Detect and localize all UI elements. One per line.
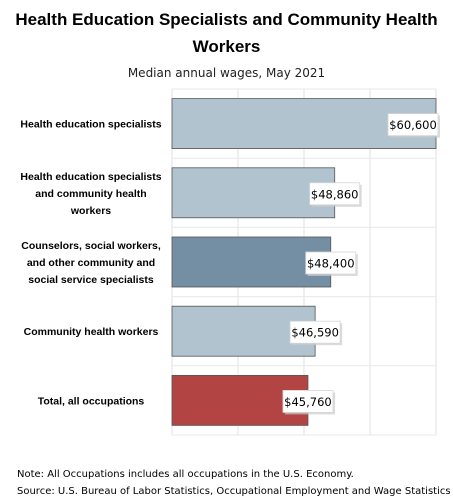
value-label: $48,400 [307, 257, 355, 271]
note-text: Note: All Occupations includes all occup… [17, 469, 354, 480]
value-label-box [282, 389, 334, 413]
category-label: Health education specialists [20, 119, 161, 131]
category-labels: Health education specialists Health educa… [20, 119, 161, 408]
chart-title-text: Health Education Specialists and Communi… [15, 10, 438, 56]
bar-chart: Health education specialists Health educa… [20, 88, 440, 436]
value-label: $48,860 [311, 187, 359, 201]
category-label: Health education specialists [20, 171, 161, 183]
chart-subtitle: Median annual wages, May 2021 [127, 66, 326, 80]
category-label: Total, all occupations [38, 395, 145, 407]
category-label: workers [70, 205, 111, 217]
chart-title: Health Education Specialists and Communi… [0, 6, 453, 60]
category-label: social service specialists [28, 274, 154, 286]
value-label-box [309, 182, 361, 206]
value-label: $46,590 [291, 326, 339, 340]
value-label-box [305, 251, 357, 275]
value-labels: $60,600 $48,860 $48,400 $46,590 $45,760 [282, 113, 440, 415]
value-label-box [289, 320, 341, 344]
chart-notes: Note: All Occupations includes all occup… [17, 466, 451, 500]
bar [171, 167, 336, 219]
source-text: Source: U.S. Bureau of Labor Statistics,… [17, 486, 451, 497]
value-label: $45,760 [284, 395, 332, 409]
category-label: and other community and [27, 257, 155, 269]
category-label: and community health [35, 188, 146, 200]
category-label: Community health workers [24, 326, 159, 338]
value-label: $60,600 [389, 118, 437, 132]
bar [171, 236, 332, 288]
category-label: Counselors, social workers, [21, 240, 161, 252]
value-label-box [387, 113, 439, 136]
